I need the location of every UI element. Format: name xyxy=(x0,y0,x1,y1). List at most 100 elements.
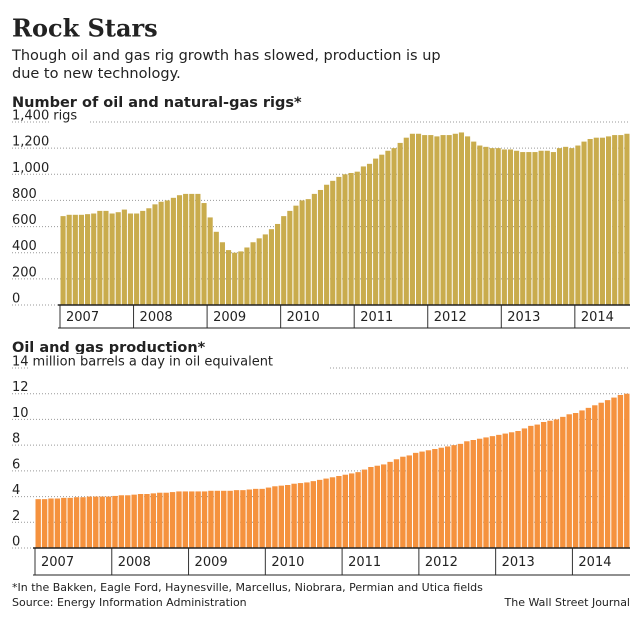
bar xyxy=(406,455,412,548)
y-tick-label: 10 xyxy=(12,406,29,421)
x-tick-label: 2012 xyxy=(434,310,467,325)
bar xyxy=(489,436,496,548)
bar xyxy=(256,238,262,305)
bar xyxy=(393,459,400,548)
x-tick-label: 2014 xyxy=(581,310,614,325)
y-tick-label: 0 xyxy=(12,535,20,550)
chart-title: Number of oil and natural-gas rigs* xyxy=(12,95,302,111)
bar xyxy=(409,133,415,305)
label-bg xyxy=(28,354,329,370)
bar xyxy=(72,214,78,305)
bar xyxy=(471,141,477,305)
bar xyxy=(163,492,169,548)
bar xyxy=(374,465,380,548)
bar xyxy=(360,166,366,305)
bar xyxy=(387,461,393,548)
bar xyxy=(483,146,489,305)
bar xyxy=(330,180,336,305)
bar xyxy=(336,476,342,548)
subtitle: Though oil and gas rig growth has slowed… xyxy=(11,48,441,64)
bar xyxy=(299,200,305,305)
y-unit: rigs xyxy=(53,109,77,124)
bar xyxy=(544,150,550,305)
y-tick-label: 0 xyxy=(12,292,20,307)
bar xyxy=(182,491,189,548)
bar xyxy=(176,491,182,548)
bar xyxy=(489,148,495,305)
bar xyxy=(238,251,244,305)
bar xyxy=(348,172,354,305)
bar xyxy=(109,213,115,305)
bar xyxy=(415,133,422,305)
bar xyxy=(444,446,451,548)
y-tick-label: 6 xyxy=(12,457,20,472)
bar xyxy=(233,490,240,548)
bar xyxy=(67,497,73,548)
bar xyxy=(85,214,91,305)
bar xyxy=(457,443,464,548)
bar xyxy=(278,485,285,548)
bar xyxy=(569,148,575,305)
x-tick-label: 2007 xyxy=(41,555,74,570)
bar xyxy=(434,136,440,305)
bar xyxy=(508,432,515,548)
bar xyxy=(246,489,253,548)
bar xyxy=(458,132,465,305)
bar xyxy=(121,209,127,305)
bar xyxy=(502,433,508,548)
x-tick-label: 2013 xyxy=(502,555,535,570)
bar xyxy=(317,479,323,548)
bar xyxy=(259,488,265,548)
bar xyxy=(540,422,547,548)
bar xyxy=(150,493,157,548)
bar xyxy=(538,150,544,305)
bar xyxy=(189,491,195,548)
bar xyxy=(550,152,556,305)
bar xyxy=(432,449,438,548)
bar xyxy=(125,495,131,548)
title: Rock Stars xyxy=(12,14,158,43)
bar xyxy=(189,193,195,305)
bar xyxy=(464,441,470,548)
bar xyxy=(54,498,61,548)
x-tick-label: 2011 xyxy=(360,310,393,325)
bar xyxy=(348,473,355,548)
bar xyxy=(342,174,348,305)
x-tick-label: 2008 xyxy=(140,310,173,325)
x-tick-label: 2013 xyxy=(507,310,540,325)
bar xyxy=(624,393,630,548)
bar xyxy=(324,184,330,305)
bar xyxy=(553,419,560,548)
x-tick-label: 2008 xyxy=(118,555,151,570)
bar xyxy=(170,197,176,305)
bar xyxy=(556,148,563,305)
bar xyxy=(617,395,624,548)
bar xyxy=(412,452,419,548)
subtitle: due to new technology. xyxy=(12,66,181,82)
bar xyxy=(428,135,434,305)
y-tick-label: 1,400 xyxy=(12,109,49,124)
bar xyxy=(425,450,432,548)
bar xyxy=(118,495,125,548)
y-tick-label: 600 xyxy=(12,213,37,228)
bar xyxy=(470,440,476,548)
bar xyxy=(572,413,579,548)
bar xyxy=(305,199,311,305)
x-tick-label: 2011 xyxy=(348,555,381,570)
bar xyxy=(176,195,183,305)
y-tick-label: 1,000 xyxy=(12,161,49,176)
bar xyxy=(195,193,201,305)
bar xyxy=(452,133,458,305)
bar xyxy=(195,491,201,548)
bar xyxy=(329,477,336,548)
bar xyxy=(275,223,281,305)
bar xyxy=(80,497,86,548)
bar xyxy=(281,216,287,305)
bar xyxy=(385,150,391,305)
bar xyxy=(563,146,569,305)
bar xyxy=(507,149,514,305)
bar xyxy=(35,499,41,548)
bar xyxy=(158,201,164,305)
y-unit: million barrels a day in oil equivalent xyxy=(33,355,274,370)
